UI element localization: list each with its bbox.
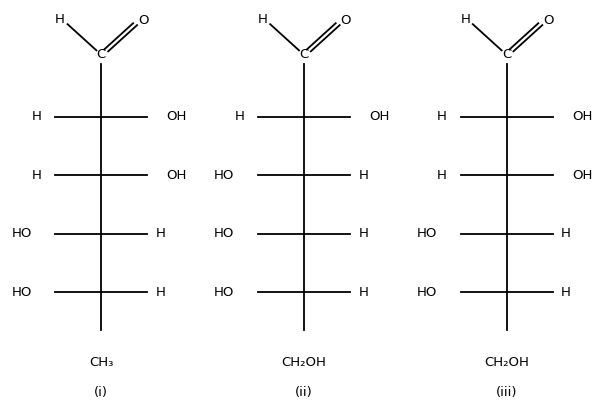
Text: H: H (561, 227, 571, 240)
Text: H: H (32, 169, 42, 182)
Text: HO: HO (11, 227, 32, 240)
Text: HO: HO (214, 227, 235, 240)
Text: H: H (359, 286, 368, 299)
Text: HO: HO (416, 227, 437, 240)
Text: H: H (258, 13, 268, 26)
Text: CH₃: CH₃ (89, 356, 114, 369)
Text: (ii): (ii) (295, 386, 313, 399)
Text: H: H (437, 110, 447, 123)
Text: (iii): (iii) (495, 386, 518, 399)
Text: HO: HO (214, 286, 235, 299)
Text: H: H (32, 110, 42, 123)
Text: C: C (96, 48, 106, 61)
Text: CH₂OH: CH₂OH (281, 356, 327, 369)
Text: O: O (138, 14, 149, 27)
Text: CH₂OH: CH₂OH (484, 356, 529, 369)
Text: O: O (340, 14, 351, 27)
Text: H: H (359, 169, 368, 182)
Text: OH: OH (572, 110, 593, 123)
Text: C: C (502, 48, 511, 61)
Text: OH: OH (572, 169, 593, 182)
Text: H: H (359, 227, 368, 240)
Text: HO: HO (214, 169, 235, 182)
Text: HO: HO (11, 286, 32, 299)
Text: H: H (561, 286, 571, 299)
Text: H: H (55, 13, 65, 26)
Text: OH: OH (166, 169, 187, 182)
Text: H: H (156, 227, 166, 240)
Text: H: H (460, 13, 470, 26)
Text: OH: OH (166, 110, 187, 123)
Text: H: H (437, 169, 447, 182)
Text: C: C (299, 48, 309, 61)
Text: OH: OH (369, 110, 390, 123)
Text: HO: HO (416, 286, 437, 299)
Text: (i): (i) (95, 386, 108, 399)
Text: H: H (235, 110, 244, 123)
Text: O: O (543, 14, 554, 27)
Text: H: H (156, 286, 166, 299)
